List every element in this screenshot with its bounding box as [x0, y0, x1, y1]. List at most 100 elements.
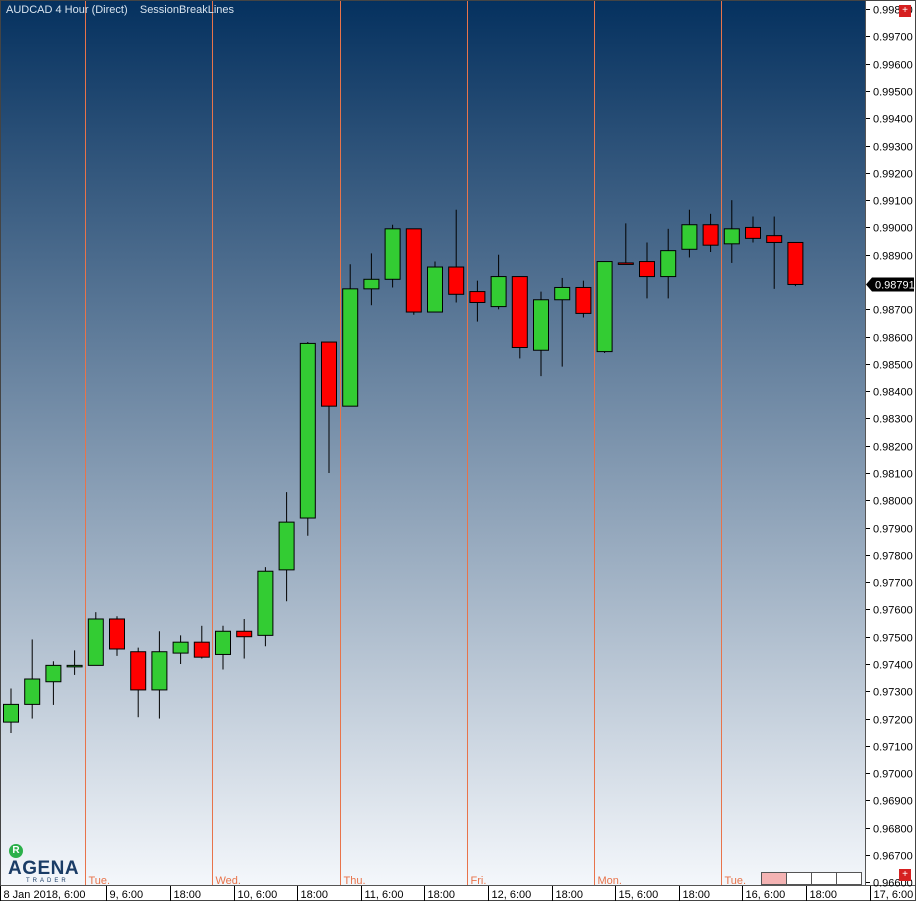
candle [660, 228, 677, 299]
candle-body [702, 224, 719, 246]
candle [448, 209, 465, 303]
price-label: 0.98500 [873, 360, 913, 372]
time-axis-background [0, 885, 916, 901]
candle [193, 625, 210, 659]
candle [745, 216, 761, 243]
scale-button-bottom[interactable]: + [899, 869, 911, 881]
candle-body [575, 286, 592, 314]
price-axis-background [865, 1, 915, 885]
candle [151, 631, 168, 719]
price-label: 0.97100 [873, 742, 913, 754]
candle [24, 639, 41, 719]
candle-body [511, 276, 528, 349]
candle-body [45, 664, 62, 683]
scroll-segment[interactable] [812, 873, 837, 884]
time-label: 18:00 [428, 889, 456, 901]
candle-body [66, 664, 83, 668]
candle [723, 200, 740, 263]
price-label: 0.99600 [873, 60, 913, 72]
candle [702, 213, 719, 253]
price-label: 0.97700 [873, 578, 913, 590]
candle [130, 647, 147, 718]
candle-body [257, 570, 274, 636]
price-label: 0.97900 [873, 524, 913, 536]
candle [299, 342, 316, 536]
logo-word: AGENA [8, 858, 80, 879]
time-label: 16, 6:00 [746, 889, 786, 901]
candle [511, 276, 528, 359]
price-label: 0.97500 [873, 633, 913, 645]
candle-body [278, 521, 295, 571]
candle-body [193, 641, 210, 658]
price-label: 0.99100 [873, 196, 913, 208]
candle-body [766, 235, 783, 243]
candle [278, 492, 295, 602]
session-label: Tue. [725, 875, 747, 887]
price-label: 0.97600 [873, 605, 913, 617]
price-label: 0.98300 [873, 414, 913, 426]
candle [575, 280, 592, 318]
time-label: 18:00 [301, 889, 329, 901]
price-label: 0.99300 [873, 142, 913, 154]
candle [469, 280, 486, 322]
candle-body [490, 276, 507, 308]
candle [787, 241, 804, 287]
session-label: Mon. [598, 875, 622, 887]
price-label: 0.97400 [873, 660, 913, 672]
scroll-segment-active[interactable] [762, 873, 787, 884]
candle-body [448, 266, 465, 295]
candle [236, 618, 253, 659]
price-label: 0.98200 [873, 442, 913, 454]
time-label: 18:00 [683, 889, 711, 901]
time-label: 18:00 [556, 889, 584, 901]
price-label: 0.98600 [873, 333, 913, 345]
candle [596, 261, 613, 353]
candle [405, 228, 422, 315]
candle-body [151, 651, 168, 691]
candle [533, 291, 549, 377]
price-label: 0.99200 [873, 169, 913, 181]
candle [681, 209, 698, 258]
candle-body [533, 299, 549, 351]
price-label: 0.98000 [873, 496, 913, 508]
scroll-segment[interactable] [837, 873, 861, 884]
time-label: 17, 6:00 [874, 889, 914, 901]
session-label: Thu. [344, 875, 366, 887]
logo-subtitle: TRADER [26, 878, 69, 884]
chart-title: AUDCAD 4 Hour (Direct) SessionBreakLines [6, 4, 235, 16]
candle-body [617, 262, 634, 265]
candle-body [596, 261, 613, 353]
candle-body [405, 228, 422, 313]
candle [427, 261, 443, 313]
candle-body [681, 224, 698, 250]
candle [257, 567, 274, 647]
price-label: 0.99000 [873, 223, 913, 235]
time-label: 10, 6:00 [238, 889, 278, 901]
chart-scroll-control[interactable] [761, 872, 862, 885]
time-label: 18:00 [810, 889, 838, 901]
candle [617, 223, 634, 265]
current-price-label: 0.98791 [875, 279, 915, 291]
candle-body [723, 228, 740, 245]
time-label: 12, 6:00 [492, 889, 532, 901]
price-label: 0.98900 [873, 251, 913, 263]
candle [87, 612, 104, 666]
candle [639, 242, 655, 299]
candle [109, 616, 125, 656]
scroll-segment[interactable] [787, 873, 812, 884]
candle-body [787, 241, 804, 285]
candle [342, 264, 359, 407]
price-label: 0.97800 [873, 551, 913, 563]
candle [3, 688, 19, 734]
time-label: 15, 6:00 [619, 889, 659, 901]
price-label: 0.98400 [873, 387, 913, 399]
candle-body [639, 261, 655, 278]
time-label: 9, 6:00 [110, 889, 144, 901]
session-label: Tue. [89, 875, 111, 887]
candle-body [236, 630, 253, 638]
candle [554, 277, 571, 367]
session-label: Fri. [471, 875, 487, 887]
scale-button-top[interactable]: + [899, 5, 911, 17]
price-label: 0.96900 [873, 796, 913, 808]
price-label: 0.97200 [873, 715, 913, 727]
